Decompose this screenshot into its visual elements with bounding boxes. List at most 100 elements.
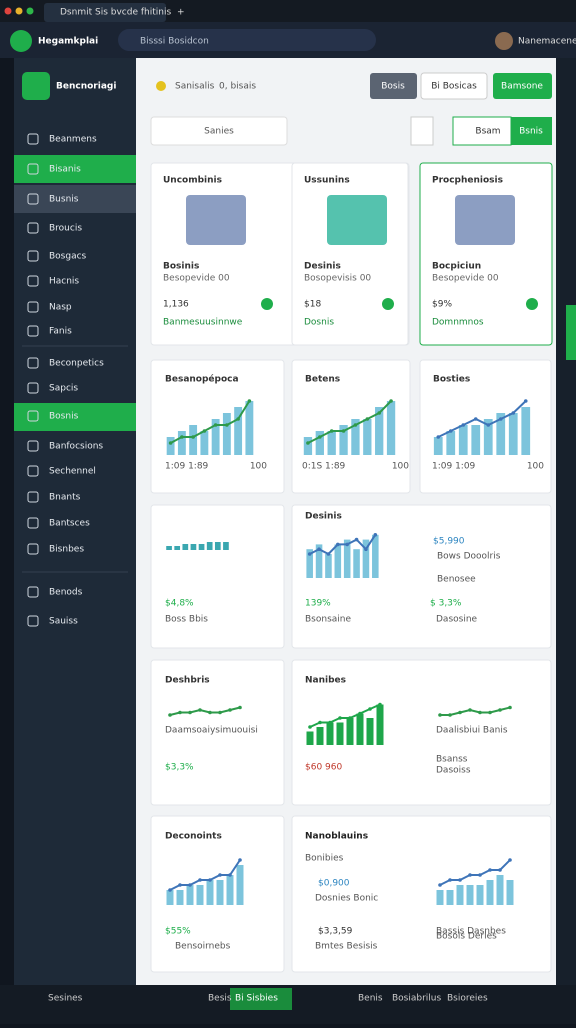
- nav-item[interactable]: Bosgacs: [49, 252, 87, 262]
- nav-item[interactable]: Beconpetics: [49, 359, 104, 369]
- line-point: [238, 858, 242, 862]
- nav-item[interactable]: Sauiss: [49, 617, 78, 627]
- line-point: [498, 417, 503, 421]
- nav-icon: [27, 465, 39, 477]
- line-point: [373, 533, 378, 537]
- nav-item[interactable]: Bisnbes: [49, 545, 84, 555]
- nav-item[interactable]: Busnis: [49, 195, 79, 205]
- line-point: [511, 411, 516, 415]
- chart-note: Daamsoaiysimuouisi: [165, 726, 258, 736]
- chart-title: Bosties: [433, 375, 470, 385]
- card-title: Uncombinis: [163, 176, 222, 186]
- stat: Benosee: [437, 575, 476, 585]
- stat: Bassis Dasnbes: [436, 927, 506, 937]
- bar: [375, 407, 384, 455]
- footer-item[interactable]: Besis: [208, 994, 232, 1004]
- tab[interactable]: Bsnis: [519, 127, 543, 137]
- chart-note: Bensoirnebs: [175, 942, 231, 952]
- bar: [186, 885, 194, 905]
- card: [150, 504, 285, 649]
- card-sub: Bosopevisis 00: [304, 274, 371, 284]
- tab-title[interactable]: Dsnmit Sis bvcde fhitinis: [60, 8, 171, 18]
- card-note: Banmesuusinnwe: [163, 318, 243, 328]
- nav-item[interactable]: Bosnis: [49, 412, 79, 422]
- line-point: [306, 441, 310, 445]
- card: [419, 162, 553, 346]
- user-name: Nanemacenes: [518, 37, 576, 47]
- nav-item[interactable]: Bisanis: [49, 165, 81, 175]
- stat: $ 3,3%: [430, 599, 462, 609]
- axis-label: 1:09 1:89: [165, 462, 209, 472]
- bar: [476, 885, 484, 905]
- nav-icon: [27, 193, 39, 205]
- bar: [245, 401, 254, 455]
- line-point: [468, 873, 472, 877]
- bar: [306, 731, 314, 745]
- line-point: [168, 441, 173, 445]
- bar: [315, 544, 323, 578]
- line-point: [468, 708, 472, 712]
- line-point: [498, 708, 502, 712]
- bar: [521, 407, 531, 455]
- footer-item[interactable]: Bsioreies: [447, 994, 488, 1004]
- nav-item[interactable]: Nasp: [49, 303, 72, 313]
- bar: [376, 704, 384, 745]
- bar: [458, 425, 468, 455]
- stat: Bows Dooolris: [437, 552, 501, 562]
- footer-item[interactable]: Bosiabrilus: [392, 994, 442, 1004]
- nav-item[interactable]: Bantsces: [49, 519, 90, 529]
- line-point: [307, 552, 312, 556]
- card: [150, 659, 285, 806]
- bar: [496, 413, 506, 455]
- nav-item[interactable]: Sechennel: [49, 467, 96, 477]
- bar: [325, 554, 332, 578]
- line-point: [448, 878, 452, 882]
- footer-item: Sesines: [48, 994, 83, 1004]
- line-point: [341, 429, 346, 433]
- chart-note: Bsonsaine: [305, 615, 351, 625]
- stat: $0,900: [318, 879, 350, 889]
- bar: [326, 722, 334, 745]
- nav-icon: [27, 222, 39, 234]
- line-point: [448, 429, 453, 433]
- nav-icon: [27, 325, 39, 337]
- nav-item[interactable]: Beanmens: [49, 135, 97, 145]
- bar: [363, 419, 372, 455]
- search[interactable]: Bisssi Bosidcon: [140, 37, 209, 47]
- line-point: [188, 710, 192, 715]
- nav-item[interactable]: Sapcis: [49, 384, 78, 394]
- filter-input[interactable]: Sanies: [204, 127, 234, 137]
- chart-title: Deshbris: [165, 676, 210, 686]
- nav-item[interactable]: Bnants: [49, 493, 81, 503]
- nav-item[interactable]: Banfocsions: [49, 442, 103, 452]
- bar: [216, 880, 224, 905]
- card-label: Bocpiciun: [432, 262, 481, 272]
- line-point: [228, 873, 232, 877]
- avatar[interactable]: [495, 32, 513, 50]
- footer-item[interactable]: Bi Sisbies: [235, 994, 278, 1004]
- card-label: Bosinis: [163, 262, 199, 272]
- footer-item[interactable]: Benis: [358, 994, 383, 1004]
- button[interactable]: Bi Bosicas: [431, 82, 477, 92]
- nav-item[interactable]: Hacnis: [49, 277, 79, 287]
- line-point: [178, 883, 182, 887]
- nav-icon: [27, 615, 39, 627]
- nav-icon: [27, 301, 39, 313]
- bar: [486, 880, 494, 905]
- button[interactable]: Bamsone: [501, 82, 543, 92]
- button[interactable]: Bosis: [381, 82, 405, 92]
- nav-item[interactable]: Broucis: [49, 224, 82, 234]
- line-point: [508, 858, 512, 862]
- line-point: [377, 411, 381, 415]
- nav-item[interactable]: Fanis: [49, 327, 72, 337]
- nav-item[interactable]: Benods: [49, 588, 83, 598]
- tab[interactable]: Bsam: [475, 127, 500, 137]
- bar: [353, 549, 360, 578]
- bar: [346, 718, 354, 745]
- line-point: [436, 435, 441, 439]
- new-tab[interactable]: +: [177, 8, 185, 18]
- line-point: [498, 868, 502, 872]
- line-point: [438, 883, 442, 887]
- nav-icon: [27, 410, 39, 422]
- chart-title: Desinis: [305, 512, 342, 522]
